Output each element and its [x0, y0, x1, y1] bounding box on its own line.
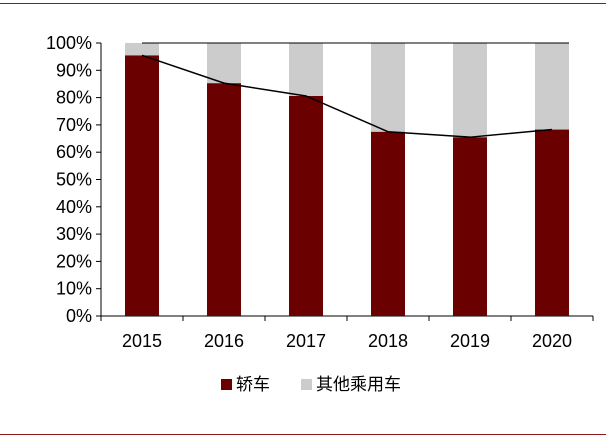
- x-tick-label: 2019: [450, 331, 490, 351]
- bar-segment-other-2016: [207, 43, 241, 84]
- legend-label-other: 其他乘用车: [316, 375, 401, 395]
- legend-swatch-sedan: [221, 379, 232, 390]
- y-tick-label: 80%: [56, 88, 92, 108]
- y-tick-label: 30%: [56, 224, 92, 244]
- sedan-share-line: [141, 54, 553, 138]
- bar-segment-other-2015: [125, 43, 159, 56]
- legend-label-sedan: 轿车: [236, 375, 270, 395]
- bar-segment-sedan-2018: [371, 131, 405, 316]
- x-tick-label: 2016: [204, 331, 244, 351]
- top-rule: [0, 3, 606, 4]
- bar-segment-sedan-2017: [289, 95, 323, 316]
- y-tick-label: 100%: [46, 33, 92, 53]
- y-tick-label: 70%: [56, 115, 92, 135]
- y-tick-label: 50%: [56, 170, 92, 190]
- y-tick-label: 40%: [56, 197, 92, 217]
- bar-segment-sedan-2016: [207, 83, 241, 316]
- y-tick-label: 10%: [56, 279, 92, 299]
- y-tick-label: 20%: [56, 251, 92, 271]
- x-tick-label: 2018: [368, 331, 408, 351]
- x-tick-label: 2020: [532, 331, 572, 351]
- y-tick-label: 60%: [56, 142, 92, 162]
- bottom-rule: [0, 434, 606, 435]
- bar-segment-other-2020: [535, 43, 569, 130]
- legend-swatch-other: [301, 379, 312, 390]
- bar-segment-other-2018: [371, 43, 405, 132]
- y-tick-label: 0%: [66, 306, 92, 326]
- bar-segment-sedan-2015: [125, 55, 159, 316]
- bar-segment-sedan-2019: [453, 137, 487, 316]
- bar-segment-other-2017: [289, 43, 323, 96]
- x-tick-label: 2015: [122, 331, 162, 351]
- bar-segment-sedan-2020: [535, 129, 569, 316]
- bar-segment-other-2019: [453, 43, 487, 138]
- x-tick-label: 2017: [286, 331, 326, 351]
- y-tick-label: 90%: [56, 60, 92, 80]
